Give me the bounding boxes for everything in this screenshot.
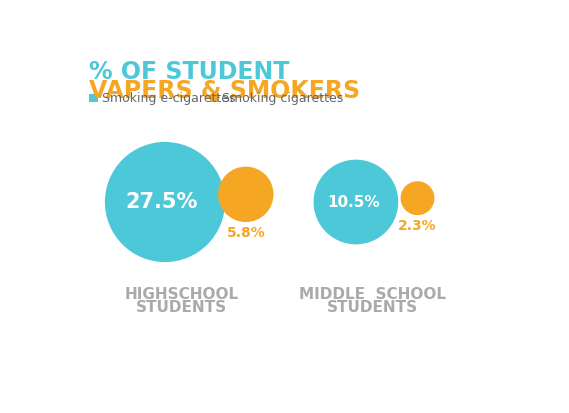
- Text: STUDENTS: STUDENTS: [137, 300, 228, 315]
- Text: HIGHSCHOOL: HIGHSCHOOL: [125, 287, 239, 302]
- FancyBboxPatch shape: [209, 94, 218, 102]
- Text: STUDENTS: STUDENTS: [327, 300, 418, 315]
- Text: Smoking cigarettes: Smoking cigarettes: [222, 92, 343, 104]
- Text: 27.5%: 27.5%: [125, 192, 197, 212]
- Text: % OF STUDENT: % OF STUDENT: [89, 59, 290, 83]
- Ellipse shape: [105, 142, 225, 262]
- Ellipse shape: [401, 181, 435, 215]
- Text: 5.8%: 5.8%: [226, 226, 265, 240]
- Ellipse shape: [218, 166, 274, 222]
- Text: 2.3%: 2.3%: [398, 219, 437, 233]
- Ellipse shape: [314, 160, 398, 244]
- Text: Smoking e-cigarettes: Smoking e-cigarettes: [102, 92, 236, 104]
- Text: 10.5%: 10.5%: [327, 195, 380, 209]
- FancyBboxPatch shape: [89, 94, 98, 102]
- Text: MIDDLE  SCHOOL: MIDDLE SCHOOL: [299, 287, 446, 302]
- Text: VAPERS & SMOKERS: VAPERS & SMOKERS: [89, 79, 361, 103]
